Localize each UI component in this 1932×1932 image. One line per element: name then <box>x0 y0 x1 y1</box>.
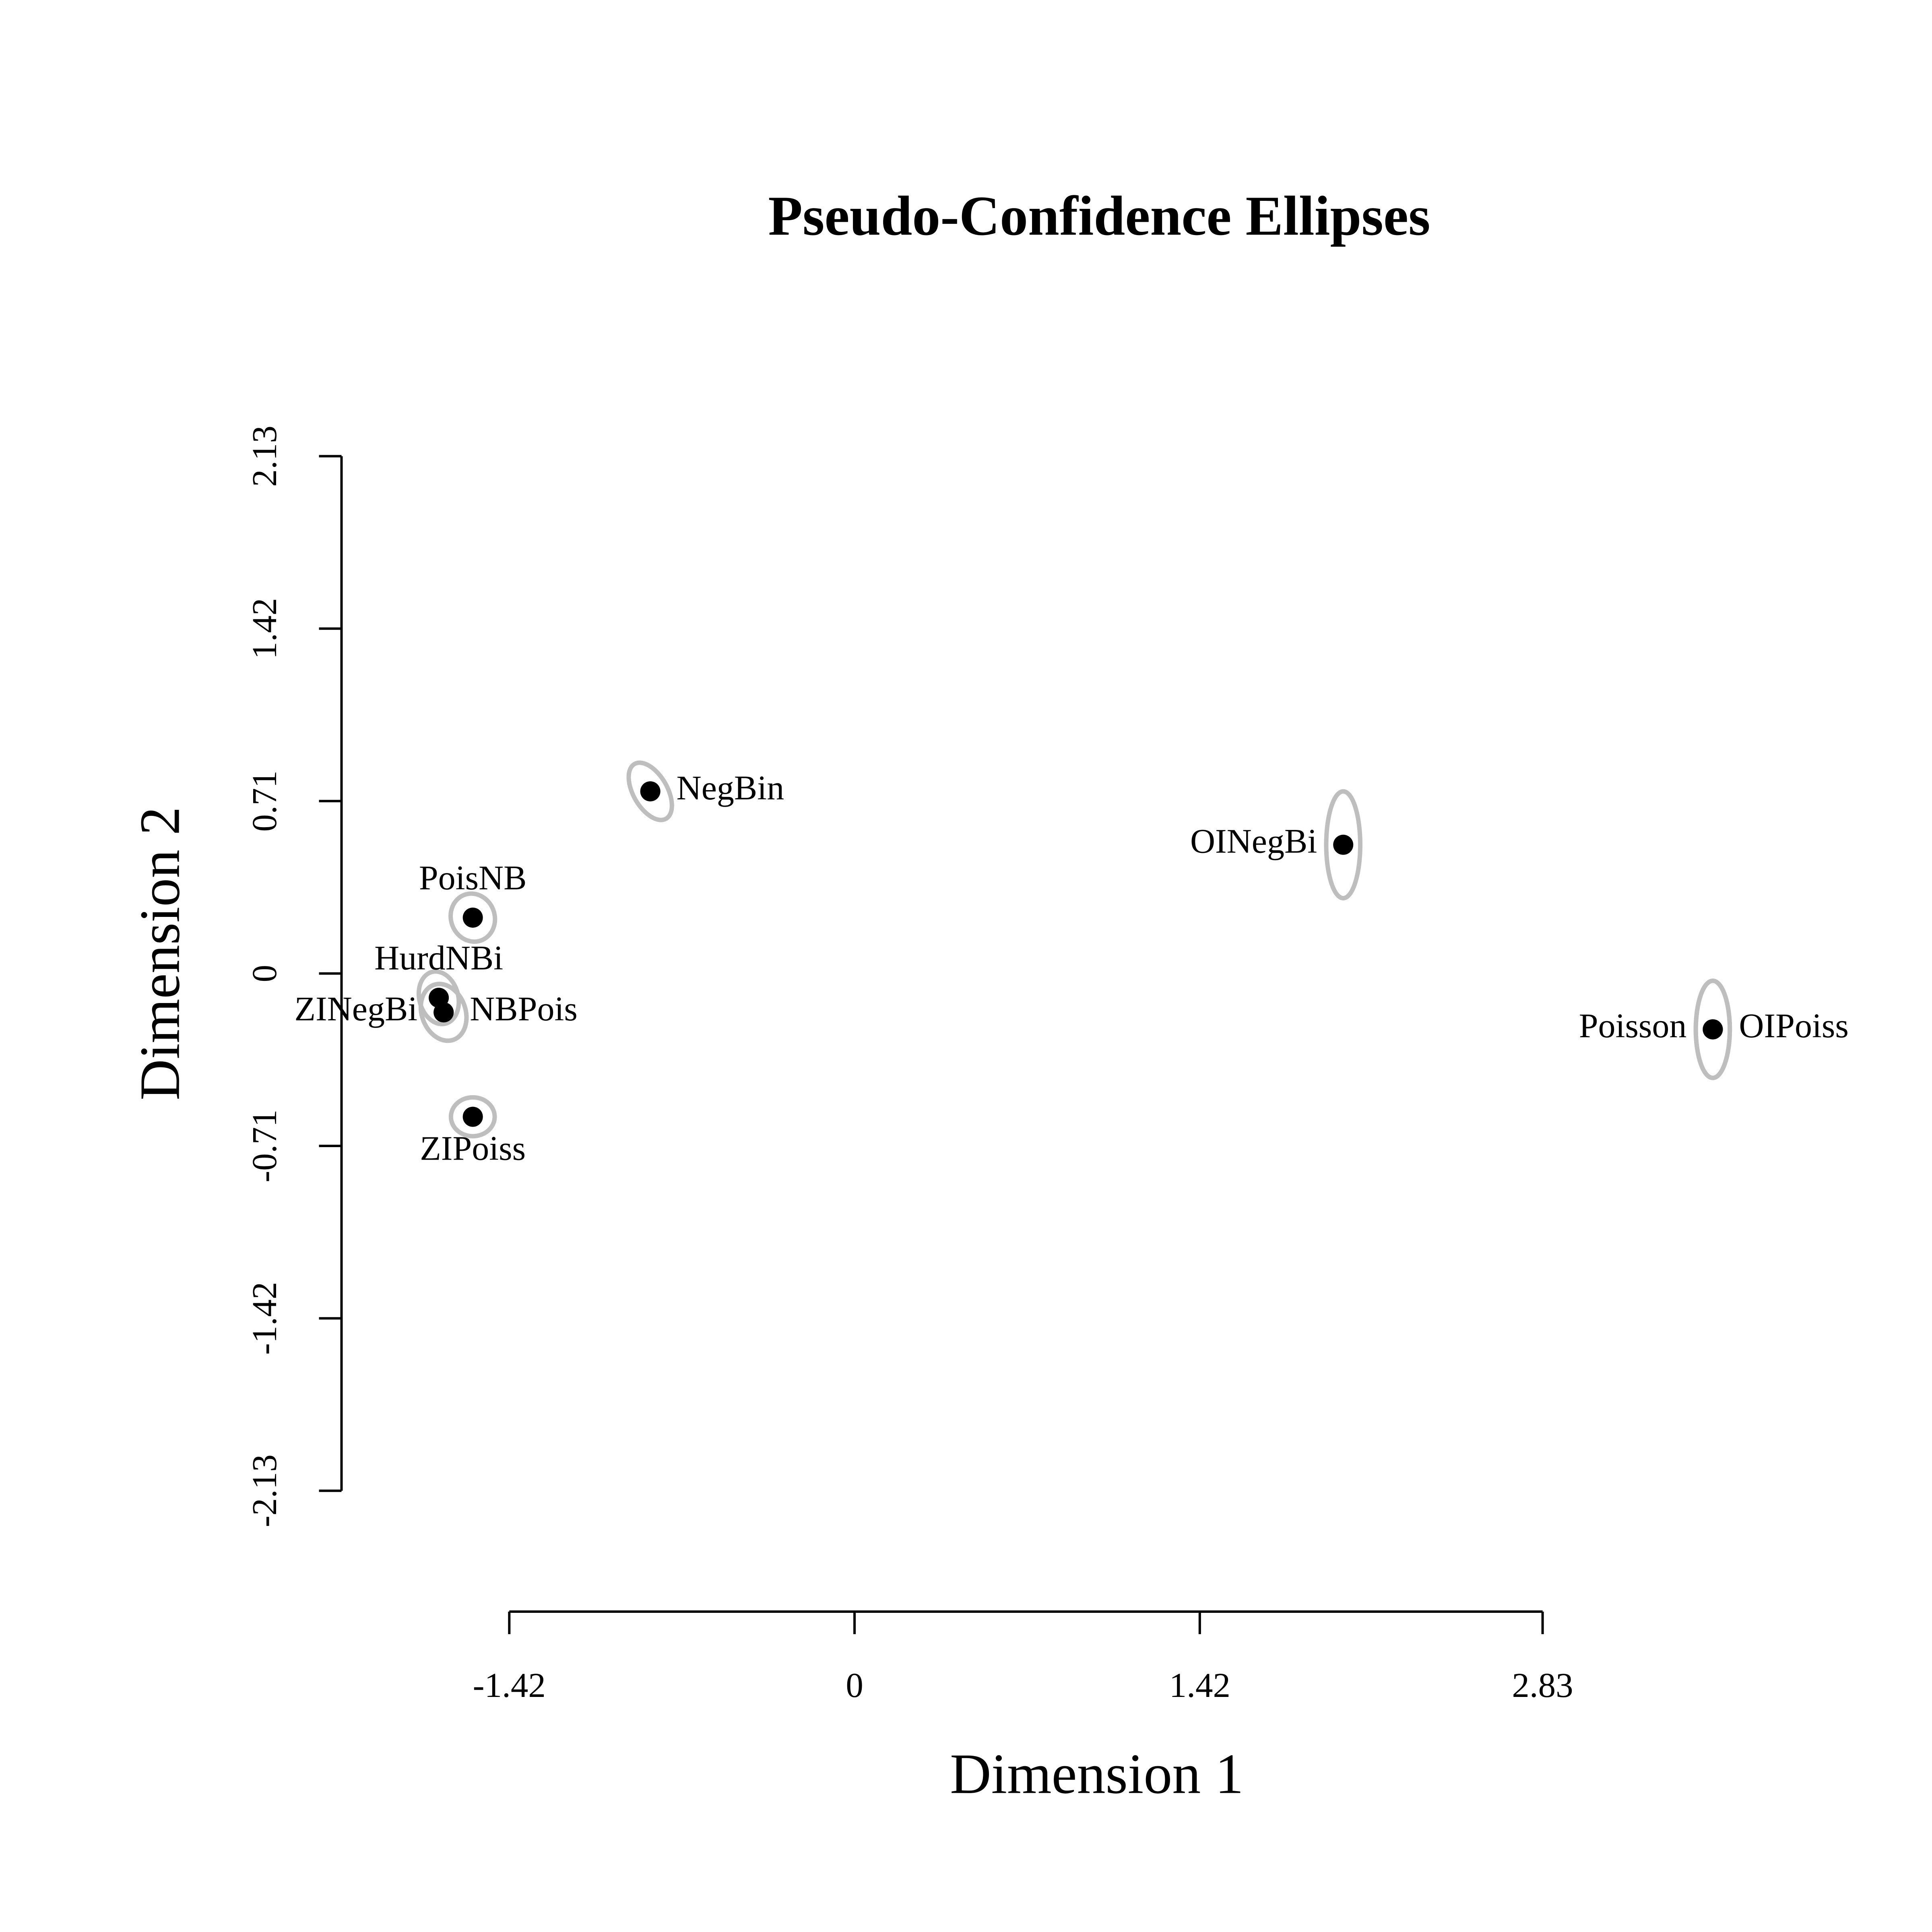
y-tick-label: -0.71 <box>245 1109 284 1182</box>
x-tick-label: 2.83 <box>1512 1666 1573 1705</box>
y-axis-title: Dimension 2 <box>128 807 192 1100</box>
x-tick-label: 1.42 <box>1169 1666 1230 1705</box>
point-label: ZIPoiss <box>420 1129 526 1167</box>
y-tick-label: -2.13 <box>245 1454 284 1527</box>
point-label: ZINegBi <box>295 989 418 1028</box>
x-axis-title: Dimension 1 <box>950 1742 1244 1806</box>
point-label: NBPois <box>470 989 578 1028</box>
point <box>640 781 661 802</box>
confidence-ellipse <box>448 1095 497 1139</box>
y-tick-label: 1.42 <box>245 598 284 659</box>
y-tick-label: 0 <box>245 965 284 983</box>
confidence-ellipse <box>1324 789 1363 901</box>
x-tick-label: -1.42 <box>473 1666 546 1705</box>
point-label: PoisNB <box>419 859 527 897</box>
confidence-ellipse <box>418 982 469 1043</box>
point <box>462 1106 483 1127</box>
point <box>1703 1019 1723 1040</box>
point-label: NegBin <box>677 768 784 807</box>
y-tick-label: -1.42 <box>245 1282 284 1355</box>
point-label: Poisson <box>1579 1006 1687 1045</box>
point-label: HurdNBi <box>374 939 503 977</box>
point <box>462 907 483 928</box>
confidence-ellipse <box>626 760 674 822</box>
chart-title: Pseudo-Confidence Ellipses <box>768 185 1430 247</box>
point <box>1333 834 1354 855</box>
x-tick-label: 0 <box>846 1666 863 1705</box>
point-label: OIPoiss <box>1739 1006 1848 1045</box>
y-tick-label: 0.71 <box>245 770 284 832</box>
y-tick-label: 2.13 <box>245 425 284 487</box>
point-label: OINegBi <box>1190 822 1317 861</box>
confidence-ellipse <box>448 891 497 944</box>
point <box>433 1002 454 1023</box>
confidence-ellipse <box>1693 978 1732 1080</box>
